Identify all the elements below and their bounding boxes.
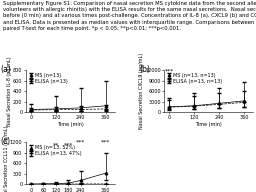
Legend: MS (n=13), ELISA (n=13): MS (n=13), ELISA (n=13) xyxy=(28,73,68,84)
Text: ***: *** xyxy=(101,139,110,144)
X-axis label: Time (min): Time (min) xyxy=(195,122,222,127)
Y-axis label: Nasal Secretion CCL11 (pg/mL): Nasal Secretion CCL11 (pg/mL) xyxy=(4,125,8,192)
Text: ***: *** xyxy=(165,68,174,74)
Text: (a): (a) xyxy=(1,65,11,74)
Text: Supplementary Figure S1: Comparison of nasal secretion MS cytokine data from the: Supplementary Figure S1: Comparison of n… xyxy=(3,1,256,31)
Text: (b): (b) xyxy=(139,65,150,74)
Legend: MS (n=13, 52%), ELISA (n=13, 47%): MS (n=13, 52%), ELISA (n=13, 47%) xyxy=(28,145,82,156)
X-axis label: Time (min): Time (min) xyxy=(57,122,84,127)
Legend: MS (n=13, n=13), ELISA (n=13, n=13): MS (n=13, n=13), ELISA (n=13, n=13) xyxy=(166,73,223,84)
Text: **: ** xyxy=(52,142,59,147)
Y-axis label: Nasal Secretion CXCL9 (pg/mL): Nasal Secretion CXCL9 (pg/mL) xyxy=(139,53,144,129)
Y-axis label: Nasal Secretion IL-8 (pg/mL): Nasal Secretion IL-8 (pg/mL) xyxy=(7,56,12,126)
Text: ***: *** xyxy=(63,142,73,147)
Text: (c): (c) xyxy=(1,137,11,146)
Text: ***: *** xyxy=(76,139,85,144)
